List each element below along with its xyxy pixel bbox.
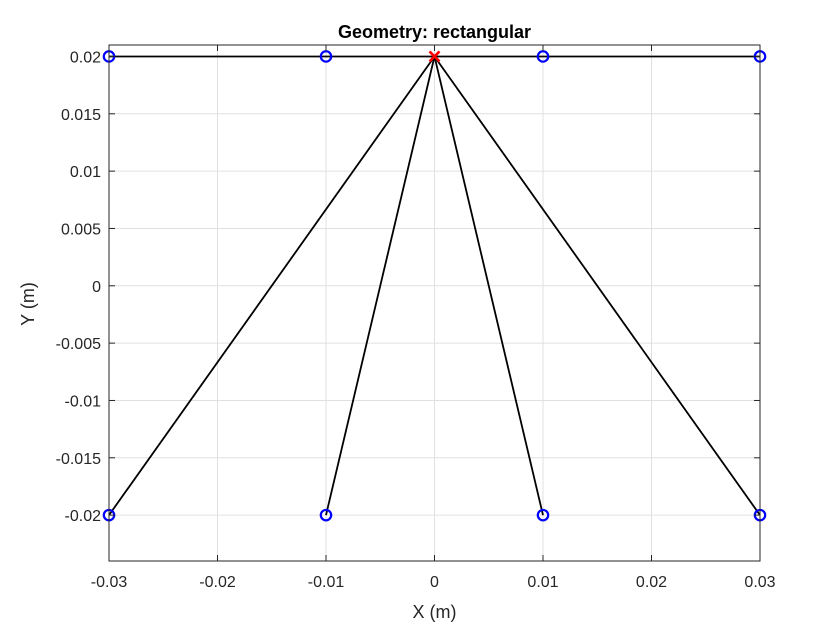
receiver-marker — [536, 508, 550, 522]
y-tick-label: -0.02 — [65, 508, 102, 525]
axis-ticks: -0.03 -0.02 -0.01 0 0.01 0.02 0.03 -0.02 -0.015 -… — [56, 45, 776, 591]
y-tick-label: -0.01 — [65, 393, 102, 410]
x-tick-label: -0.01 — [308, 574, 345, 591]
source-marker-stroke — [428, 50, 441, 63]
y-axis-label: Y (m) — [18, 282, 38, 326]
plot-area — [102, 50, 767, 522]
x-axis-label: X (m) — [413, 602, 457, 622]
y-tick-label: 0.015 — [61, 107, 101, 124]
x-tick-label: -0.03 — [91, 574, 128, 591]
x-tick-label: -0.02 — [199, 574, 236, 591]
receiver-marker — [536, 50, 550, 63]
ray-line — [108, 55, 436, 516]
y-tick-label: -0.005 — [56, 336, 101, 353]
receiver-marker — [319, 50, 333, 63]
chart-title: Geometry: rectangular — [338, 22, 531, 42]
y-tick-label: 0.005 — [61, 221, 101, 238]
x-tick-label: 0.02 — [636, 574, 667, 591]
y-tick-label: 0.01 — [70, 164, 101, 181]
x-tick-label: 0.03 — [744, 574, 775, 591]
grid — [108, 45, 761, 561]
ray-line — [325, 56, 436, 516]
source-marker — [428, 50, 441, 63]
y-tick-label: -0.015 — [56, 451, 101, 468]
x-tick-label: 0 — [430, 574, 439, 591]
receiver-marker — [319, 508, 333, 522]
ray-line — [433, 55, 761, 516]
x-tick-label: 0.01 — [527, 574, 558, 591]
ray-line — [433, 56, 544, 516]
y-tick-label: 0 — [92, 279, 101, 296]
y-tick-label: 0.02 — [70, 49, 101, 66]
